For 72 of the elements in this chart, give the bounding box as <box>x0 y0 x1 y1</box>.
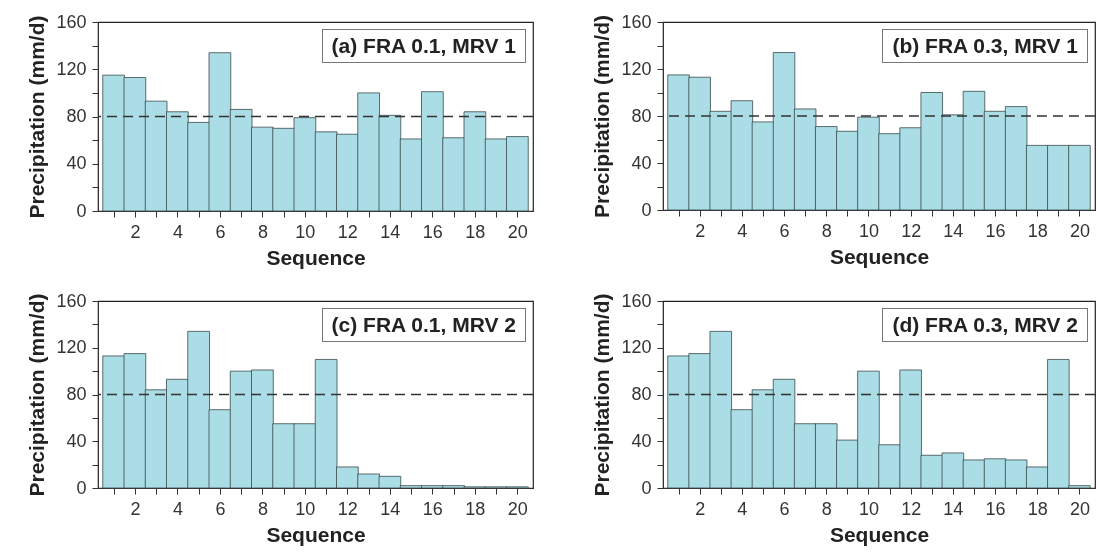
x-tick-label: 10 <box>295 221 316 242</box>
x-tick-label: 20 <box>507 221 528 242</box>
x-tick-label: 2 <box>695 498 706 519</box>
y-tick-label: 40 <box>66 153 87 174</box>
y-axis-title: Precipitation (mm/d) <box>590 14 614 219</box>
x-tick-label: 16 <box>985 498 1006 519</box>
y-axis-title: Precipitation (mm/d) <box>25 15 49 219</box>
x-tick-label: 8 <box>257 221 268 242</box>
x-axis-title: Sequence <box>266 245 366 269</box>
x-tick-label: 8 <box>257 498 268 519</box>
y-tick-label: 40 <box>66 430 87 451</box>
text: (b) FRA 0.3, MRV 1 <box>882 29 1088 63</box>
x-tick-label: 12 <box>337 498 358 519</box>
text: (d) FRA 0.3, MRV 2 <box>882 308 1088 342</box>
x-tick-label: 20 <box>1069 498 1090 519</box>
x-tick-label: 2 <box>130 498 141 519</box>
y-tick-label: 160 <box>621 290 652 311</box>
y-tick-label: 0 <box>76 200 87 221</box>
x-tick-label: 20 <box>507 498 528 519</box>
y-tick-label: 160 <box>621 11 652 32</box>
x-tick-label: 12 <box>337 221 358 242</box>
x-tick-label: 18 <box>465 221 486 242</box>
y-tick-label: 120 <box>56 337 87 358</box>
x-tick-label: 20 <box>1069 220 1090 241</box>
x-tick-label: 2 <box>695 220 706 241</box>
y-tick-label: 0 <box>76 477 87 498</box>
x-tick-label: 4 <box>737 220 748 241</box>
x-tick-label: 14 <box>380 221 401 242</box>
x-tick-label: 8 <box>821 498 832 519</box>
x-tick-label: 2 <box>130 221 141 242</box>
x-tick-label: 16 <box>422 498 443 519</box>
y-tick-label: 0 <box>641 477 652 498</box>
y-tick-label: 40 <box>631 152 652 173</box>
y-tick-label: 120 <box>621 58 652 79</box>
text: (a) FRA 0.1, MRV 1 <box>321 29 526 63</box>
x-tick-label: 16 <box>985 220 1006 241</box>
y-tick-label: 80 <box>631 384 652 404</box>
x-tick-label: 10 <box>858 498 879 519</box>
y-tick-label: 160 <box>56 290 87 311</box>
x-tick-label: 4 <box>172 498 183 519</box>
y-tick-label: 80 <box>66 384 87 404</box>
x-tick-label: 16 <box>422 221 443 242</box>
x-tick-label: 14 <box>943 220 964 241</box>
x-axis-title: Sequence <box>266 522 366 546</box>
x-tick-label: 10 <box>858 220 879 241</box>
x-axis-title: Sequence <box>829 522 930 546</box>
x-tick-label: 14 <box>943 498 964 519</box>
x-tick-label: 18 <box>1027 220 1048 241</box>
x-tick-label: 6 <box>215 221 226 242</box>
x-tick-label: 10 <box>295 498 316 519</box>
x-tick-label: 14 <box>380 498 401 519</box>
x-axis-title: Sequence <box>829 244 930 268</box>
y-tick-label: 80 <box>66 106 87 126</box>
x-tick-label: 6 <box>215 498 226 519</box>
x-tick-label: 8 <box>821 220 832 241</box>
x-tick-label: 18 <box>1027 498 1048 519</box>
x-tick-label: 6 <box>779 498 790 519</box>
x-tick-label: 4 <box>172 221 183 242</box>
y-tick-label: 120 <box>56 58 87 79</box>
x-tick-label: 6 <box>779 220 790 241</box>
y-tick-label: 160 <box>56 11 87 32</box>
x-tick-label: 12 <box>901 220 922 241</box>
y-tick-label: 0 <box>641 199 652 220</box>
x-tick-label: 12 <box>901 498 922 519</box>
y-tick-label: 80 <box>631 105 652 126</box>
y-tick-label: 120 <box>621 337 652 358</box>
y-tick-label: 40 <box>631 430 652 451</box>
x-tick-label: 18 <box>465 498 486 519</box>
x-tick-label: 4 <box>737 498 748 519</box>
y-axis-title: Precipitation (mm/d) <box>590 293 614 497</box>
y-axis-title: Precipitation (mm/d) <box>25 293 49 497</box>
text: (c) FRA 0.1, MRV 2 <box>321 308 526 342</box>
